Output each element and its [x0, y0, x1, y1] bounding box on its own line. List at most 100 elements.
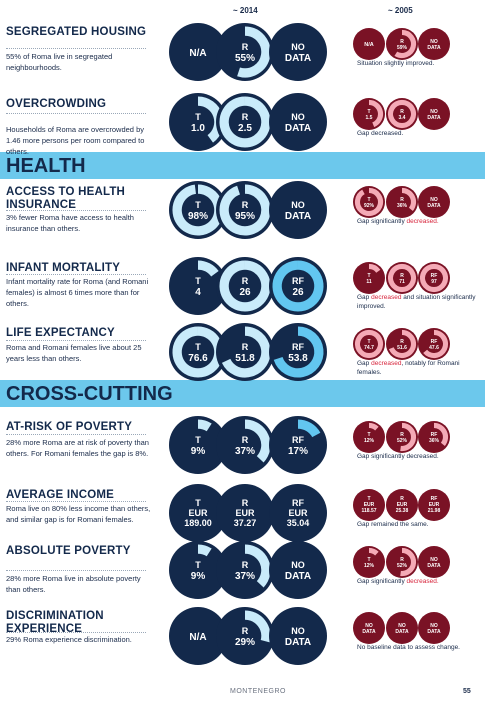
circle-label: R — [242, 342, 249, 352]
value-arc — [433, 422, 449, 446]
circle-value: DATA — [427, 563, 441, 569]
circle-label: NO — [430, 39, 438, 45]
indicator-row: INFANT MORTALITY Infant mortality rate fo… — [0, 257, 485, 326]
indicator-description: Infant mortality rate for Roma (and Roma… — [6, 277, 149, 308]
circle-label: R — [242, 42, 249, 52]
column-header-2014: ~ 2014 — [233, 6, 258, 15]
circle-label: R — [242, 276, 249, 286]
value-arc — [400, 422, 417, 452]
indicator-row: SEGREGATED HOUSING 55% of Roma live in se… — [0, 23, 485, 90]
change-note-text: Gap significantly — [357, 218, 407, 225]
value-arc — [388, 99, 416, 129]
circle-value: 36% — [397, 203, 408, 209]
change-note: Gap remained the same. — [357, 521, 477, 530]
circle-value: 12% — [364, 438, 375, 444]
circle-background — [169, 607, 227, 665]
circle-label: RF — [292, 342, 304, 352]
circle-label: R — [400, 39, 404, 45]
circle-label: R — [400, 432, 404, 438]
circle-value: EUR — [364, 502, 375, 508]
cross-cutting-band-title: CROSS-CUTTING — [6, 383, 173, 405]
circle-value: DATA — [362, 629, 376, 635]
value-arc — [219, 260, 271, 312]
circle-value: 1.5 — [366, 115, 373, 121]
indicator-row: OVERCROWDING Households of Roma are overc… — [0, 93, 485, 162]
circle-value: DATA — [427, 629, 441, 635]
circle-value: 1.0 — [191, 123, 205, 134]
circle-value: 25.38 — [396, 508, 409, 514]
circle-value: 37% — [235, 446, 255, 457]
circle-background — [418, 489, 450, 521]
circle-value: DATA — [285, 571, 311, 582]
circle-value: DATA — [285, 637, 311, 648]
indicator-row: ABSOLUTE POVERTY 28% more Roma live in ab… — [0, 541, 485, 609]
indicator-title: OVERCROWDING — [6, 98, 107, 110]
change-note: Gap significantly decreased. — [357, 453, 477, 462]
circle-value: 76.6 — [188, 353, 208, 364]
circle-value: 98% — [188, 211, 208, 222]
circle-label: NO — [291, 200, 305, 210]
change-note-text: Situation slightly improved. — [357, 60, 435, 67]
footer-country: MONTENEGRO — [230, 688, 286, 695]
circle-label: T — [195, 560, 201, 570]
circle-background — [418, 612, 450, 644]
title-divider — [6, 210, 146, 211]
value-arc — [368, 263, 381, 273]
circle-label: RF — [292, 435, 304, 445]
circle-label: RF — [292, 498, 304, 508]
circle-value: 92% — [364, 203, 375, 209]
circle-background — [353, 489, 385, 521]
indicator-title: ACCESS TO HEALTH INSURANCE — [6, 186, 126, 211]
circle-background — [418, 546, 450, 578]
circle-value: 52% — [397, 438, 408, 444]
circle-value: DATA — [427, 45, 441, 51]
circle-label: RF — [431, 273, 438, 279]
circle-value: 4 — [195, 287, 201, 298]
circle-value: DATA — [427, 115, 441, 121]
circle-value: 17% — [288, 446, 308, 457]
circle-label: R — [242, 498, 249, 508]
circle-value: 21.98 — [428, 508, 441, 514]
circle-value: 189.00 — [184, 518, 212, 528]
circle-value: EUR — [429, 502, 440, 508]
circle-label: N/A — [189, 48, 206, 59]
circle-background — [386, 489, 418, 521]
circle-value: EUR — [188, 508, 208, 518]
circle-value: 95% — [235, 211, 255, 222]
circle-value: 47.6 — [429, 345, 439, 351]
value-arc — [272, 260, 324, 312]
circle-value: 97 — [431, 279, 437, 285]
indicator-title: SEGREGATED HOUSING — [6, 26, 147, 38]
change-note-highlight: decreased — [371, 360, 402, 367]
circle-label: T — [367, 109, 370, 115]
change-note-text: Gap significantly — [357, 578, 407, 585]
circle-label: T — [367, 496, 370, 502]
value-arc — [172, 184, 224, 236]
value-arc — [388, 263, 416, 293]
circle-label: RF — [292, 276, 304, 286]
circle-label: NO — [365, 623, 373, 629]
circle-background — [353, 612, 385, 644]
circle-value: 51.8 — [235, 353, 255, 364]
circle-label: T — [195, 276, 201, 286]
change-note-text: Gap — [357, 360, 372, 367]
circle-value: DATA — [395, 629, 409, 635]
value-arc — [237, 26, 271, 78]
indicator-description: 28% more Roma are at risk of poverty tha… — [6, 438, 149, 458]
circle-label: NO — [291, 560, 305, 570]
value-arc — [368, 547, 379, 556]
circle-label: T — [195, 112, 201, 122]
circle-background — [269, 23, 327, 81]
change-note: Situation slightly improved. — [357, 60, 477, 69]
circle-value: DATA — [285, 211, 311, 222]
circle-label: R — [242, 200, 249, 210]
value-arc — [244, 419, 271, 463]
circle-label: R — [400, 557, 404, 563]
circle-label: R — [400, 109, 404, 115]
circle-value: 29% — [235, 637, 255, 648]
circle-label: T — [367, 557, 370, 563]
indicator-title: AT-RISK OF POVERTY — [6, 421, 133, 433]
circle-value: 37% — [235, 571, 255, 582]
circle-label: NO — [291, 112, 305, 122]
